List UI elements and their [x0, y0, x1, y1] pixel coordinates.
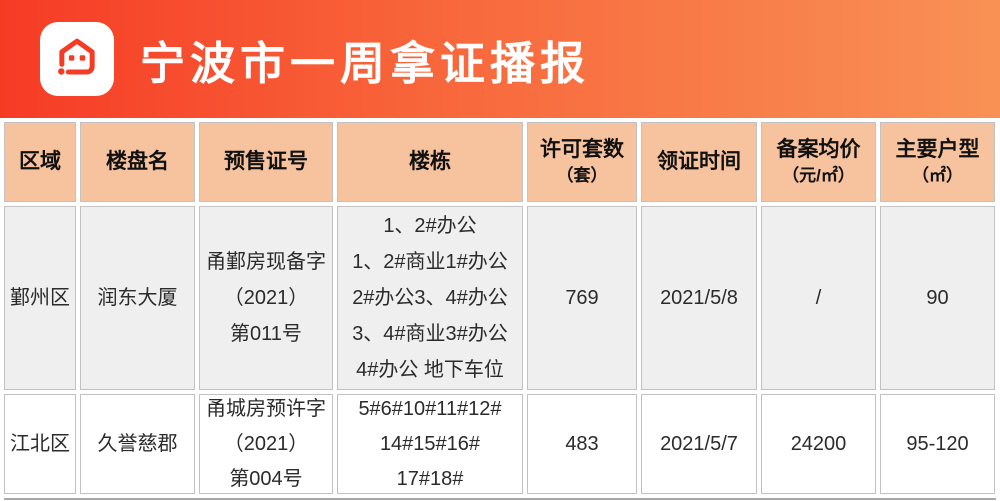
- banner: 宁波市一周拿证播报: [0, 0, 1000, 118]
- table-bottom-divider: [4, 498, 996, 500]
- col-header-label: 主要户型: [895, 138, 980, 162]
- col-header-label: 楼栋: [409, 149, 451, 173]
- col-header-price: 备案均价 （元/㎡）: [761, 122, 876, 202]
- cell-date: 2021/5/8: [641, 206, 757, 390]
- col-header-label: 许可套数: [540, 138, 624, 162]
- col-header-project: 楼盘名: [80, 122, 195, 202]
- house-icon: [58, 38, 95, 75]
- col-header-buildings: 楼栋: [337, 122, 523, 202]
- cell-price: /: [761, 206, 876, 390]
- cell-price: 24200: [761, 394, 876, 494]
- cell-buildings: 5#6#10#11#12# 14#15#16# 17#18#: [337, 394, 523, 494]
- cell-buildings: 1、2#办公 1、2#商业1#办公 2#办公3、4#办公 3、4#商业3#办公 …: [337, 206, 523, 390]
- col-header-unit: （套）: [556, 165, 608, 185]
- cell-project: 久誉慈郡: [80, 394, 195, 494]
- col-header-size: 主要户型 （㎡）: [880, 122, 995, 202]
- page-title: 宁波市一周拿证播报: [140, 37, 591, 89]
- cell-date: 2021/5/7: [641, 394, 757, 494]
- col-header-label: 预售证号: [224, 149, 308, 173]
- col-header-label: 区域: [19, 149, 61, 173]
- cell-permit: 甬鄞房现备字 （2021） 第011号: [199, 206, 333, 390]
- cell-region: 江北区: [4, 394, 76, 494]
- col-header-date: 领证时间: [641, 122, 757, 202]
- col-header-region: 区域: [4, 122, 76, 202]
- col-header-unit: （元/㎡）: [782, 165, 855, 185]
- cell-units: 483: [527, 394, 637, 494]
- col-header-units: 许可套数 （套）: [527, 122, 637, 202]
- cell-permit: 甬城房预许字 （2021） 第004号: [199, 394, 333, 494]
- cell-units: 769: [527, 206, 637, 390]
- cell-region: 鄞州区: [4, 206, 76, 390]
- col-header-label: 备案均价: [776, 138, 861, 162]
- cell-size: 95-120: [880, 394, 995, 494]
- cell-size: 90: [880, 206, 995, 390]
- col-header-label: 楼盘名: [106, 149, 169, 173]
- app-logo: [40, 22, 114, 96]
- col-header-permit: 预售证号: [199, 122, 333, 202]
- certificate-table: 区域 楼盘名 预售证号 楼栋 许可套数 （套） 领证时间 备案均价 （元/㎡） 主要…: [0, 118, 1000, 494]
- col-header-label: 领证时间: [657, 149, 741, 173]
- col-header-unit: （㎡）: [912, 165, 963, 185]
- cell-project: 润东大厦: [80, 206, 195, 390]
